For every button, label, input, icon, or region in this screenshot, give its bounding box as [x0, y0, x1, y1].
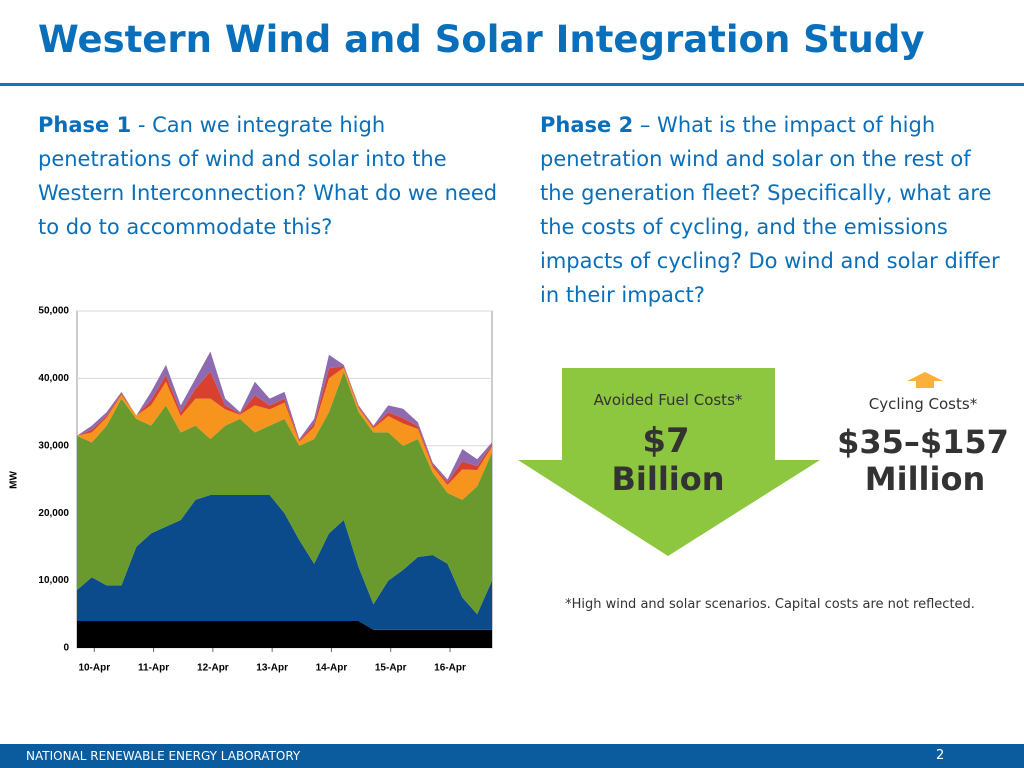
footer-org: NATIONAL RENEWABLE ENERGY LABORATORY [26, 749, 301, 763]
phase-1: Phase 1 - Can we integrate high penetrat… [38, 108, 508, 244]
page-number: 2 [936, 748, 945, 763]
graphics: Avoided Fuel Costs* $7 Billion Cycling C… [518, 368, 1009, 612]
footnote: *High wind and solar scenarios. Capital … [565, 597, 975, 612]
y-tick-label: 0 [63, 643, 69, 654]
x-tick-label: 12-Apr [197, 663, 229, 674]
cycling-unit: Million [865, 460, 985, 498]
avoided-unit: Billion [611, 460, 724, 498]
x-tick-label: 14-Apr [316, 663, 348, 674]
phase-text: – What is the impact of high penetration… [540, 113, 1000, 307]
area [77, 621, 492, 648]
y-tick-label: 40,000 [38, 373, 69, 384]
chart: MW 0 10,000 20,000 30,000 40,000 50,000 10-Apr… [9, 306, 493, 674]
x-tick-label: 15-Apr [375, 663, 407, 674]
x-tick-label: 16-Apr [434, 663, 466, 674]
y-tick-label: 20,000 [38, 508, 69, 519]
x-tick-label: 13-Apr [256, 663, 288, 674]
avoided-arrow [518, 368, 820, 556]
cycling-amount: $35–$157 [837, 423, 1009, 461]
phase-text: - Can we integrate high penetrations of … [38, 113, 498, 239]
y-tick-label: 30,000 [38, 440, 69, 451]
cycling-arrow [907, 372, 943, 388]
x-tick-label: 11-Apr [138, 663, 169, 674]
phase-label: Phase 2 [540, 113, 634, 137]
area [77, 366, 492, 485]
area [77, 367, 492, 500]
x-tick-label: 10-Apr [78, 663, 110, 674]
avoided-amount: $7 [642, 421, 689, 461]
y-tick-label: 10,000 [38, 575, 69, 586]
y-axis-label: MW [9, 471, 20, 489]
phase-2: Phase 2 – What is the impact of high pen… [540, 108, 1000, 312]
cycling-label: Cycling Costs* [869, 395, 978, 413]
area [77, 351, 492, 483]
title-rule [0, 83, 1024, 86]
avoided-label: Avoided Fuel Costs* [594, 391, 743, 409]
y-tick-label: 50,000 [38, 306, 69, 317]
footer-bar [0, 744, 1024, 768]
area [77, 495, 492, 630]
phase-label: Phase 1 [38, 113, 132, 137]
slide-title: Western Wind and Solar Integration Study [38, 18, 925, 61]
